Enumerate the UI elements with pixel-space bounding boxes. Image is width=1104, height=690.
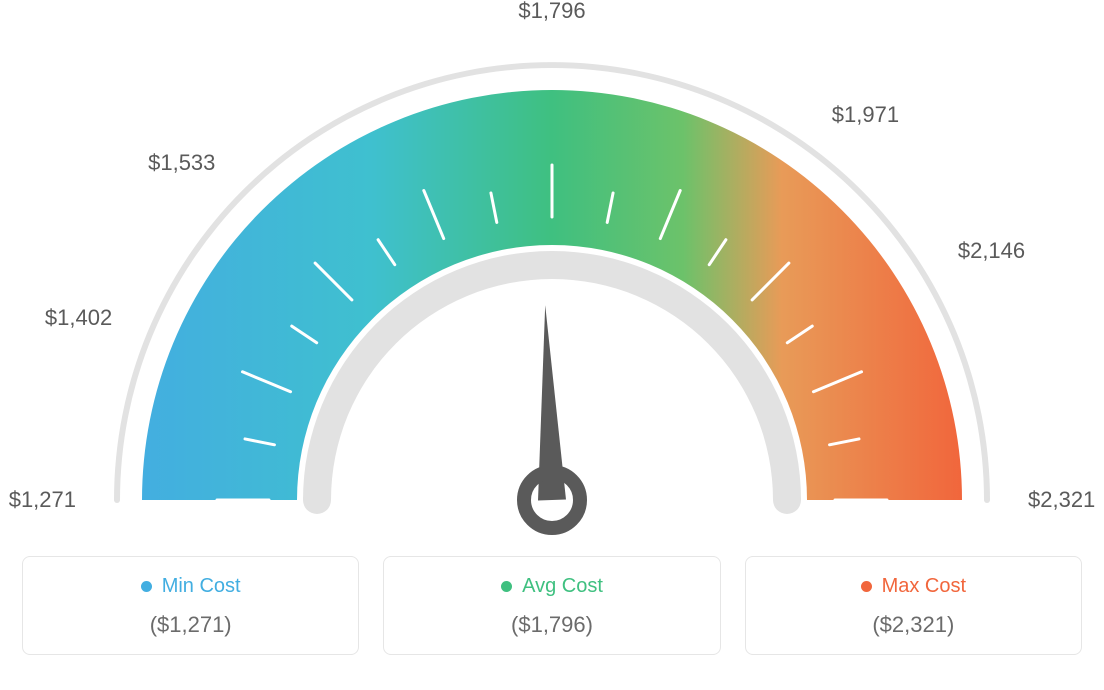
legend-dot-max: [861, 581, 872, 592]
legend-dot-min: [141, 581, 152, 592]
legend-value-min: ($1,271): [35, 612, 346, 638]
legend-title-max: Max Cost: [861, 575, 966, 598]
legend-title-avg: Avg Cost: [501, 575, 603, 598]
gauge-scale-label: $1,402: [45, 305, 112, 331]
legend-name-min: Min Cost: [162, 575, 241, 598]
gauge-scale-label: $2,146: [958, 238, 1025, 264]
gauge-scale-label: $1,271: [9, 487, 76, 513]
legend-dot-avg: [501, 581, 512, 592]
legend-name-avg: Avg Cost: [522, 575, 603, 598]
cost-gauge: $1,271$1,402$1,533$1,796$1,971$2,146$2,3…: [22, 20, 1082, 540]
gauge-scale-label: $1,533: [148, 150, 215, 176]
legend-value-max: ($2,321): [758, 612, 1069, 638]
legend-card-max: Max Cost ($2,321): [745, 556, 1082, 655]
gauge-scale-label: $1,971: [832, 102, 899, 128]
gauge-scale-label: $2,321: [1028, 487, 1095, 513]
legend-value-avg: ($1,796): [396, 612, 707, 638]
legend-title-min: Min Cost: [141, 575, 241, 598]
gauge-scale-label: $1,796: [518, 0, 585, 24]
gauge-svg: [22, 20, 1082, 540]
legend-card-min: Min Cost ($1,271): [22, 556, 359, 655]
legend-name-max: Max Cost: [882, 575, 966, 598]
legend-row: Min Cost ($1,271) Avg Cost ($1,796) Max …: [22, 556, 1082, 655]
legend-card-avg: Avg Cost ($1,796): [383, 556, 720, 655]
